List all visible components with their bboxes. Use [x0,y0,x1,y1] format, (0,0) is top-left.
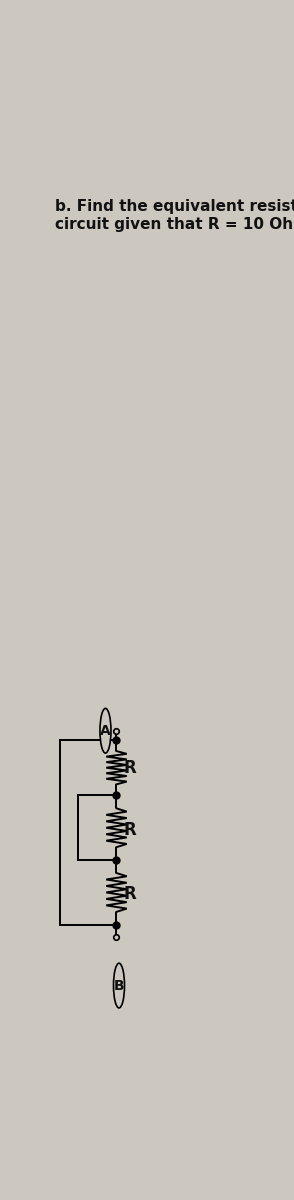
Text: B: B [114,978,124,992]
Circle shape [100,708,111,754]
Text: R: R [123,821,136,839]
Text: R: R [123,758,136,776]
Text: A: A [100,724,111,738]
Text: R: R [123,886,136,904]
Text: b. Find the equivalent resistance as seen by the A-B terminals in the following
: b. Find the equivalent resistance as see… [55,199,294,232]
Circle shape [113,964,125,1008]
